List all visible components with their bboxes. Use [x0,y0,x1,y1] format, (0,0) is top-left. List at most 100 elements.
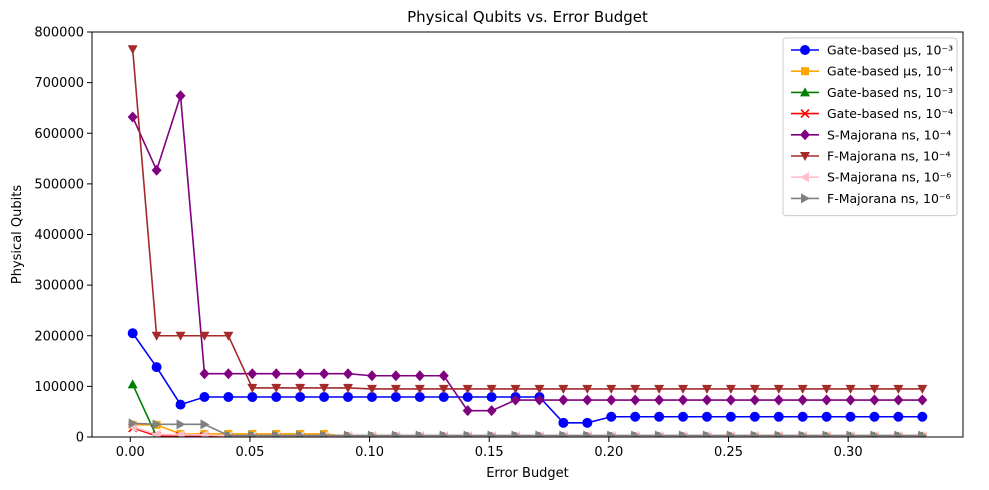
data-point [391,430,401,437]
data-point [510,384,521,394]
y-tick-label: 800000 [34,26,84,41]
data-point [414,370,425,382]
legend-label: Gate-based ns, 10⁻³ [827,85,953,100]
data-point [151,331,162,341]
legend-label: S-Majorana ns, 10⁻⁶ [827,170,951,185]
data-point [367,430,377,437]
legend-entry: Gate-based μs, 10⁻⁴ [791,64,953,79]
data-point [224,430,234,437]
data-point [510,394,521,406]
x-tick-label: 0.25 [714,445,743,460]
legend-marker [800,109,810,119]
x-tick-label: 0.20 [594,445,623,460]
data-point [583,430,593,437]
data-point [295,392,306,403]
data-point [390,370,401,382]
data-point [678,394,689,406]
data-point [822,430,832,437]
legend-marker [801,67,809,76]
data-point [175,429,185,437]
data-point [271,368,282,380]
data-point [438,370,449,382]
x-axis-label: Error Budget [486,466,569,481]
data-point [845,394,856,406]
data-point [199,368,210,380]
data-point [797,384,808,394]
chart-title: Physical Qubits vs. Error Budget [407,8,648,26]
data-point [319,368,330,380]
series-line [131,49,923,390]
data-point [678,411,689,422]
data-point [893,394,904,406]
data-point [725,411,736,422]
data-point [462,405,473,417]
legend-marker [800,129,810,141]
data-point [606,411,617,422]
data-point [414,384,425,394]
legend-entry: S-Majorana ns, 10⁻⁴ [791,127,951,142]
y-tick-label: 500000 [34,177,84,192]
data-point [343,383,354,393]
data-point [869,394,880,406]
data-point [390,384,401,394]
data-point [821,411,832,422]
data-point [749,411,760,422]
data-point [701,394,712,406]
data-point [223,368,234,380]
data-point [917,411,928,422]
data-point [535,430,545,437]
data-point [798,430,808,437]
data-point [558,384,569,394]
data-point [223,392,234,403]
data-point [127,45,138,55]
series-7 [127,421,927,437]
series-8 [128,418,928,437]
legend: Gate-based μs, 10⁻³ Gate-based μs, 10⁻⁴ Ga… [782,37,958,217]
legend-box [782,37,958,217]
x-tick-label: 0.10 [355,445,384,460]
data-point [725,384,736,394]
data-point [176,419,186,430]
data-point [175,90,186,102]
data-point [127,111,138,123]
data-point [151,362,162,373]
data-point [773,384,784,394]
data-point [821,394,832,406]
data-point [486,384,497,394]
data-point [773,394,784,406]
data-point [199,429,209,437]
series-line [132,422,923,437]
y-tick-label: 600000 [34,127,84,142]
series-1 [127,328,928,428]
legend-marker [800,172,809,183]
y-tick-label: 200000 [34,329,84,344]
data-point [654,411,665,422]
data-point [223,331,234,341]
data-point [869,384,880,394]
data-point [558,394,569,406]
data-point [917,384,928,394]
data-point [152,419,162,430]
legend-marker [800,87,810,97]
data-point [415,430,425,437]
data-point [582,394,593,406]
data-point [606,384,617,394]
data-point [534,384,545,394]
data-point [702,430,712,437]
data-point [319,392,330,403]
data-point [654,394,665,406]
data-point [582,384,593,394]
x-tick-label: 0.00 [116,445,145,460]
x-tick-label: 0.15 [475,445,504,460]
legend-label: Gate-based ns, 10⁻⁴ [827,106,953,121]
data-point [487,430,497,437]
data-point [175,331,186,341]
data-point [151,164,162,176]
data-point [558,417,569,428]
data-point [725,394,736,406]
data-point [128,418,138,429]
data-point [438,384,449,394]
data-point [271,392,282,403]
data-point [366,370,377,382]
x-tick-label: 0.30 [834,445,863,460]
